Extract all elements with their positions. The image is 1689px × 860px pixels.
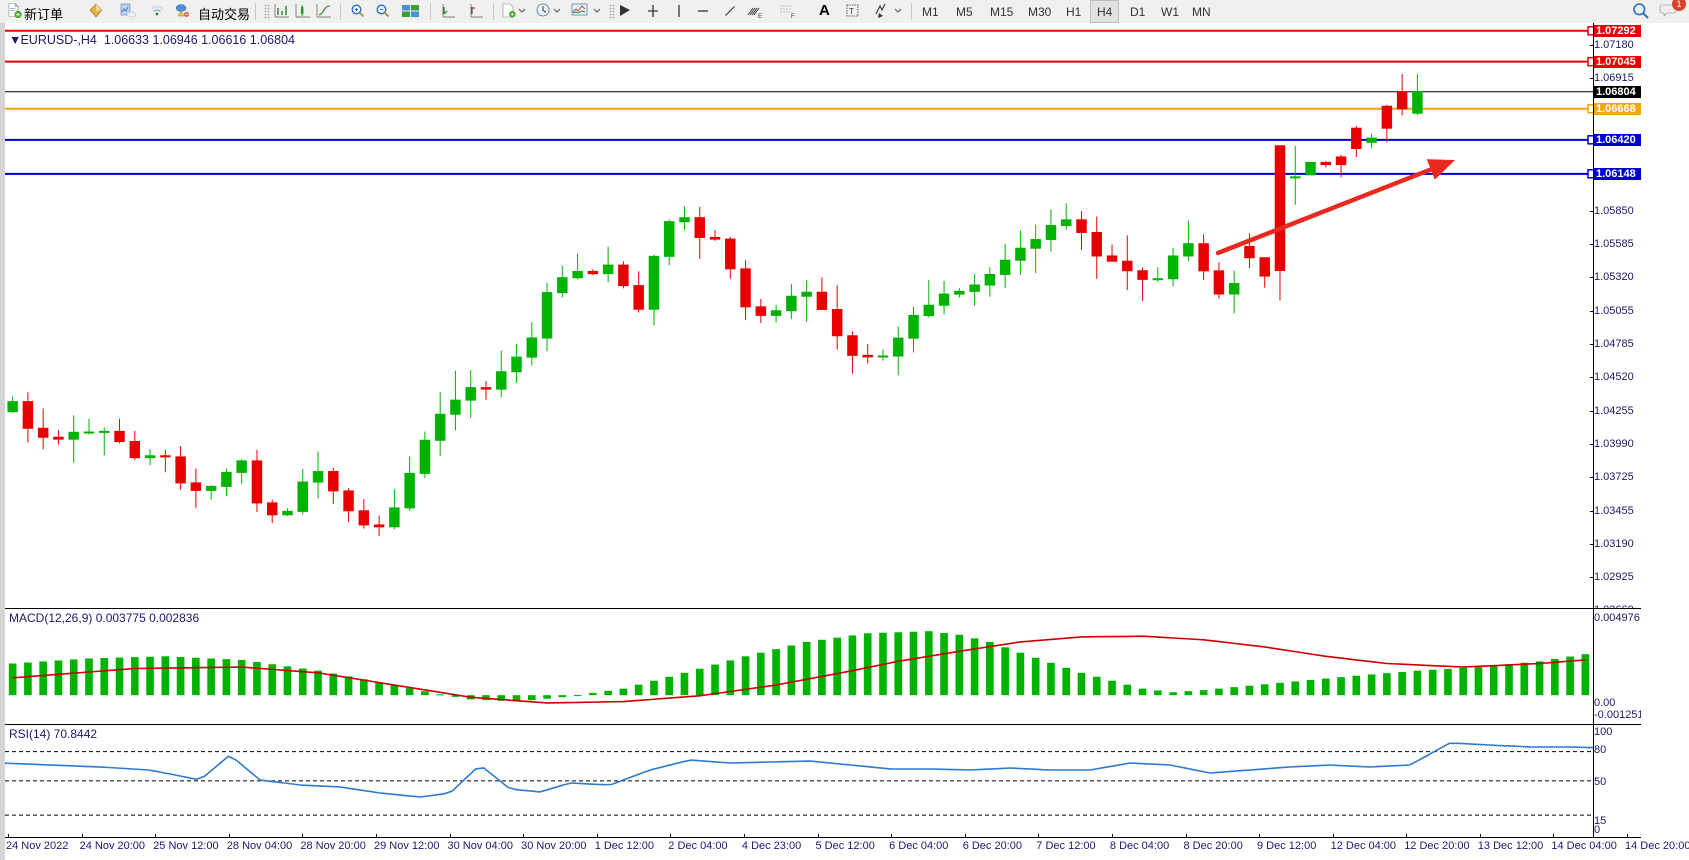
svg-text:T: T — [849, 7, 854, 16]
svg-text:E: E — [758, 14, 762, 20]
svg-text:F: F — [791, 14, 795, 20]
